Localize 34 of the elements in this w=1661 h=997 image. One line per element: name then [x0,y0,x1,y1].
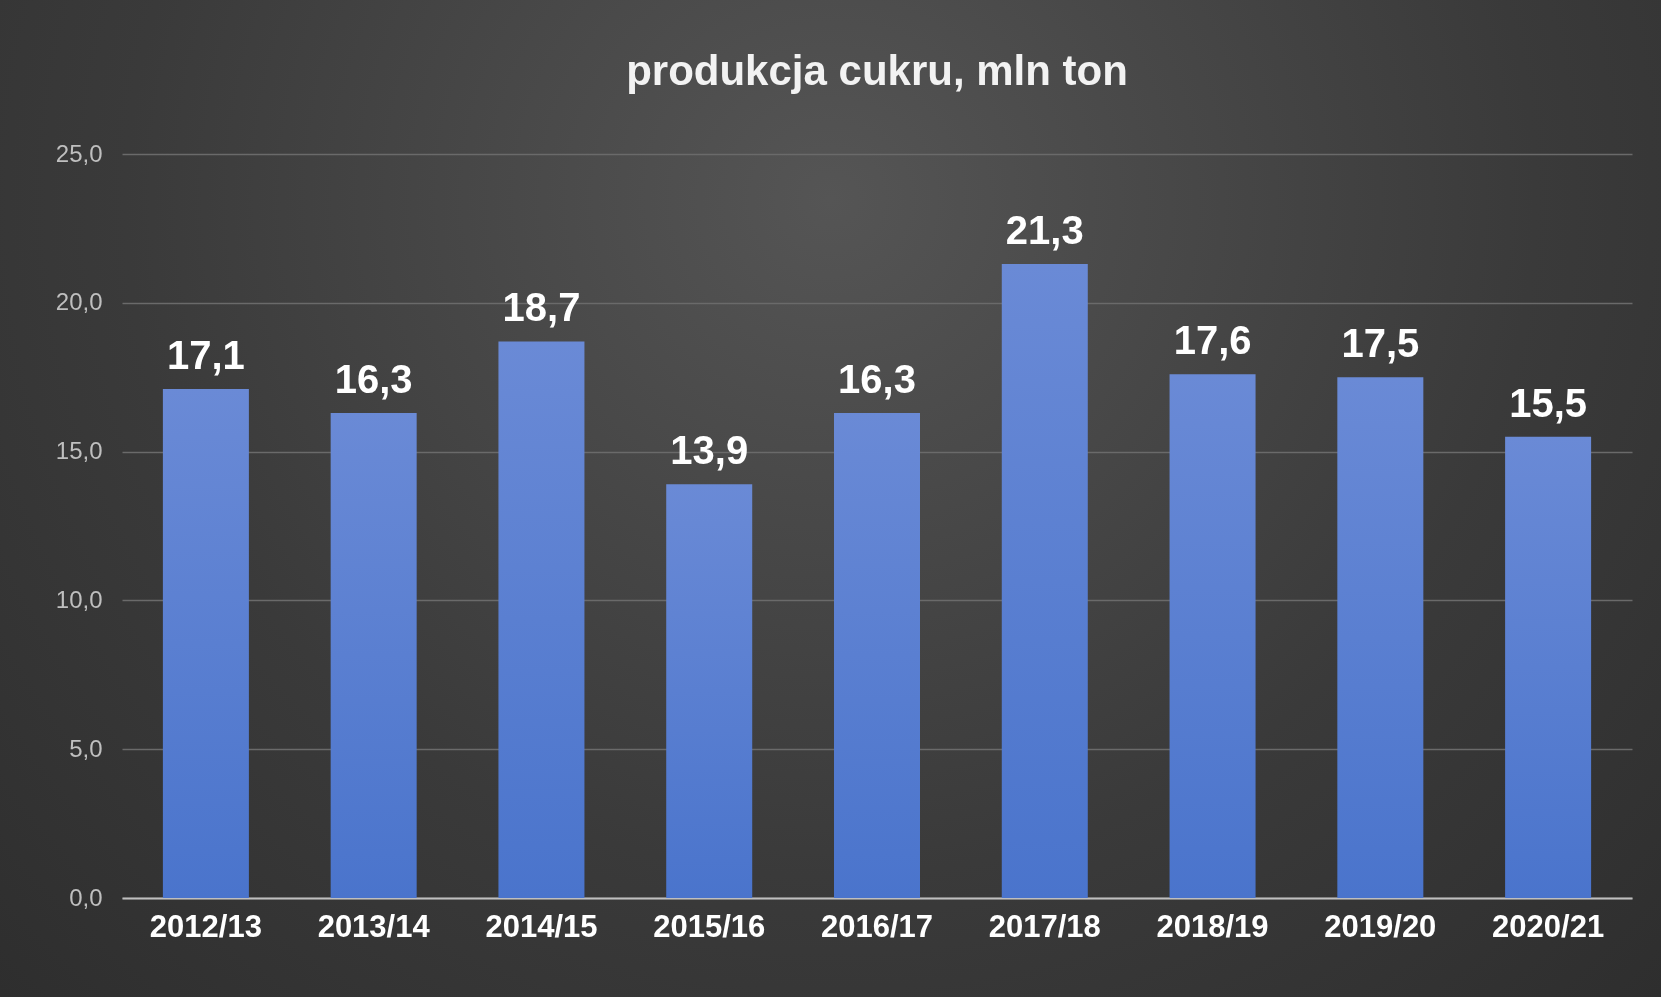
x-tick-label: 2018/19 [1156,908,1269,944]
y-tick-label: 15,0 [55,437,103,465]
bar [330,412,417,898]
x-tick-label: 2016/17 [820,908,934,944]
data-label: 17,5 [1341,321,1420,366]
data-label: 17,1 [166,333,245,378]
y-tick-label: 20,0 [55,288,103,316]
bar [498,341,585,898]
data-label: 16,3 [838,356,916,401]
data-label: 13,9 [670,428,749,473]
x-tick-label: 2013/14 [317,908,431,944]
data-label: 15,5 [1509,380,1588,425]
chart-title: produkcja cukru, mln ton [626,47,1128,94]
y-tick-label: 25,0 [55,139,103,167]
y-tick-label: 10,0 [55,585,103,613]
data-label: 17,6 [1173,318,1252,363]
bar [1337,377,1424,898]
bar [834,412,920,898]
data-label: 18,7 [502,285,581,330]
x-tick-label: 2017/18 [988,908,1101,944]
x-tick-label: 2012/13 [149,908,262,944]
bar [1505,436,1592,898]
bar [162,389,249,898]
data-label: 16,3 [334,356,413,401]
bar [666,484,753,898]
x-tick-label: 2019/20 [1324,908,1437,944]
y-tick-label: 0,0 [69,883,103,911]
y-tick-label: 5,0 [69,734,103,762]
x-tick-label: 2014/15 [485,908,598,944]
bar [1001,264,1088,898]
x-tick-label: 2020/21 [1492,908,1605,944]
bar [1169,374,1256,898]
data-label: 21,3 [1005,208,1084,253]
x-tick-label: 2015/16 [653,908,766,944]
